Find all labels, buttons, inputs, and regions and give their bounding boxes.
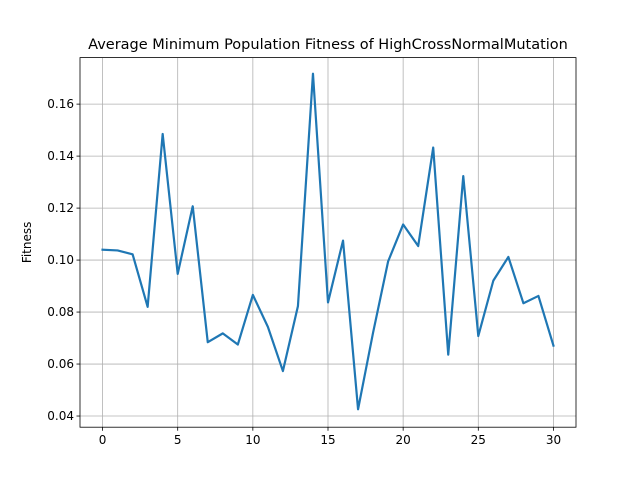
x-tick-label: 5 (174, 433, 182, 447)
y-tick-label: 0.10 (47, 253, 74, 267)
x-tick-label: 30 (546, 433, 561, 447)
x-tick-label: 0 (99, 433, 107, 447)
x-tick-label: 15 (320, 433, 335, 447)
chart-title: Average Minimum Population Fitness of Hi… (88, 37, 568, 53)
x-tick-label: 20 (396, 433, 411, 447)
y-axis-label: Fitness (20, 222, 34, 264)
grid-lines (80, 57, 576, 428)
y-tick-label: 0.16 (47, 97, 74, 111)
y-tick-label: 0.12 (47, 201, 74, 215)
y-tick-label: 0.06 (47, 357, 74, 371)
y-tick-label: 0.08 (47, 305, 74, 319)
y-tick-label: 0.14 (47, 149, 74, 163)
plot-frame (79, 57, 577, 428)
x-tick-label: 25 (471, 433, 486, 447)
series-line (101, 72, 555, 411)
x-tick-label: 10 (245, 433, 260, 447)
y-tick-label: 0.04 (47, 409, 74, 423)
axis-ticks: 0 5 10 15 20 25 30 0.04 0.06 0.08 0.10 0.12 0.14 0.16 (47, 97, 561, 447)
series-layer (101, 72, 555, 411)
